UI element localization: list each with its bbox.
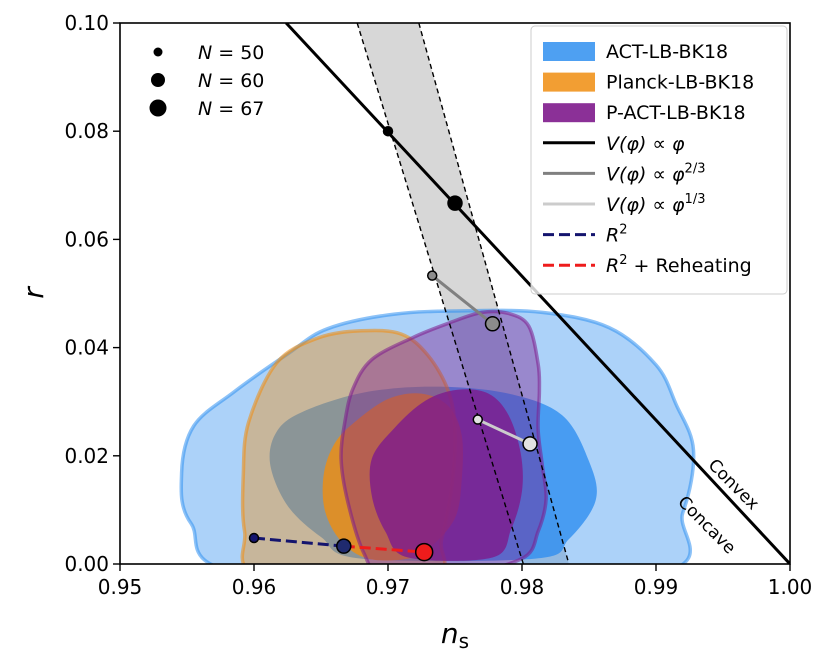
- legend-label-act-lb-bk18: ACT-LB-BK18: [606, 41, 728, 63]
- band-edge-right: [418, 23, 570, 564]
- y-tick-label: 0.00: [64, 552, 109, 576]
- series-line-v-phi-phi-1-3: [477, 418, 531, 446]
- point-v-phi-phi-1-3-N60: [522, 436, 538, 452]
- y-tick-label: 0.02: [64, 444, 109, 468]
- size-legend-marker-N60: [151, 73, 165, 87]
- legend-label-v-phi-phi-1-3: V(φ) ∝ φ1/3: [606, 192, 705, 216]
- y-tick-label: 0.06: [64, 227, 109, 251]
- point-r-2-N50: [248, 532, 260, 544]
- series-line-r-2-reheating: [343, 544, 425, 554]
- legend-box: [530, 25, 788, 295]
- y-tick-label: 0.04: [64, 336, 109, 360]
- contour-inner-p-act-lb-bk18: [369, 389, 523, 561]
- legend-swatch-p-act-lb-bk18: [543, 103, 595, 123]
- annotation-convex: Convex: [704, 455, 763, 514]
- plot-frame: [119, 22, 791, 565]
- y-axis-label: r: [17, 286, 50, 299]
- legend-label-r-2: R2: [606, 223, 627, 247]
- legend-swatch-planck-lb-bk18: [543, 72, 595, 92]
- y-tick-label: 0.10: [64, 11, 109, 35]
- x-tick-label: 0.96: [232, 575, 277, 599]
- point-v-phi-phi-1-3-N50: [472, 414, 484, 425]
- x-tick-label: 0.97: [366, 575, 411, 599]
- point-v-phi-phi-2-3-N50: [426, 270, 438, 281]
- x-tick-label: 0.99: [634, 575, 679, 599]
- legend-label-planck-lb-bk18: Planck-LB-BK18: [606, 72, 754, 94]
- y-tick-label: 0.08: [64, 119, 109, 143]
- size-legend-label-N67: N = 67: [198, 98, 264, 120]
- legend-label-v-phi-phi-2-3: V(φ) ∝ φ2/3: [606, 161, 705, 185]
- x-tick-label: 1.00: [768, 575, 813, 599]
- size-legend-label-N60: N = 60: [198, 70, 264, 92]
- point-v-phi-phi-N50: [382, 125, 394, 137]
- axis-ticks: 0.95 0.96 0.97 0.98 0.99 1.00 0.00 0.02 0.04 0.06…: [64, 11, 812, 599]
- point-v-phi-phi-N60: [447, 195, 463, 211]
- legend: ACT-LB-BK18 Planck-LB-BK18 P-ACT-LB-BK18 V(…: [530, 25, 788, 295]
- x-tick-label: 0.95: [98, 575, 143, 599]
- x-axis-label: ns: [441, 617, 469, 653]
- x-tick-label: 0.98: [500, 575, 545, 599]
- size-legend: N = 50 N = 60 N = 67: [149, 42, 264, 120]
- legend-label-r-2-reheating: R2 + Reheating: [606, 253, 752, 277]
- point-v-phi-phi-2-3-N60: [484, 316, 501, 332]
- legend-swatch-act-lb-bk18: [543, 42, 595, 61]
- legend-label-p-act-lb-bk18: P-ACT-LB-BK18: [606, 102, 746, 124]
- legend-label-v-phi-phi: V(φ) ∝ φ: [606, 133, 685, 155]
- size-legend-marker-N50: [153, 47, 163, 57]
- point-r-2-reheating-N67: [414, 542, 434, 562]
- series-line-v-phi-phi-2-3: [431, 274, 494, 325]
- size-legend-marker-N67: [149, 99, 167, 117]
- size-legend-label-N50: N = 50: [198, 42, 264, 64]
- band-edge-left: [356, 23, 525, 564]
- point-r-2-reheating-N60: [336, 538, 352, 554]
